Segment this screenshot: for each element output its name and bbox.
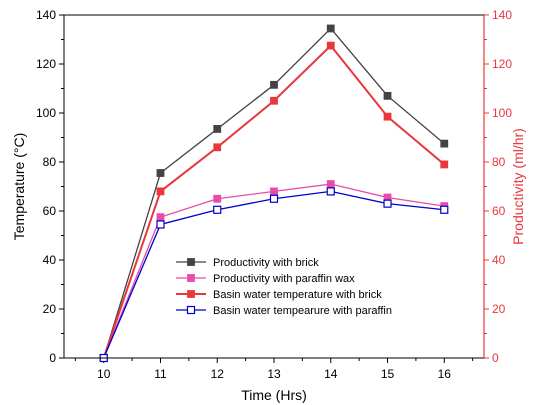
x-axis-title: Time (Hrs): [241, 387, 307, 403]
y-right-tick-label: 0: [492, 351, 499, 365]
x-tick-label: 10: [97, 367, 111, 381]
data-point-series-4: [213, 205, 222, 214]
data-point-series-2: [156, 213, 165, 222]
data-point-series-4: [440, 205, 449, 214]
data-point-series-1: [213, 125, 222, 133]
y-left-tick-label: 120: [36, 57, 56, 71]
series-layer: [99, 24, 449, 363]
data-point-series-2: [213, 194, 222, 203]
legend-marker: [187, 258, 195, 266]
x-tick-label: 11: [154, 367, 167, 381]
y-axis-right-title: Productivity (ml/hr): [510, 128, 526, 245]
data-point-series-1: [156, 169, 165, 177]
legend-label: Basin water tempearure with paraffin: [213, 305, 392, 317]
data-point-series-1: [440, 139, 449, 148]
y-right-tick-label: 140: [492, 8, 512, 22]
data-point-series-3: [270, 96, 278, 105]
data-point-series-1: [383, 91, 392, 100]
x-tick-label: 12: [211, 367, 225, 381]
y-axis-left-title: Temperature (°C): [11, 133, 27, 241]
x-tick-label: 15: [381, 367, 395, 381]
y-left-tick-label: 140: [36, 8, 56, 22]
y-left-tick-label: 0: [49, 351, 56, 365]
y-right-tick-label: 100: [492, 106, 512, 120]
data-point-series-3: [156, 187, 165, 196]
legend-marker: [186, 305, 196, 315]
legend-label: Productivity with brick: [213, 257, 319, 269]
y-left-tick-label: 20: [43, 302, 57, 316]
data-point-series-4: [383, 199, 392, 208]
data-point-series-4: [326, 187, 335, 196]
legend-marker: [187, 274, 195, 282]
legend-marker: [187, 290, 195, 298]
data-point-series-1: [270, 80, 278, 89]
ticks-layer: 10 11 12 13 14 15 16 0 20 40 60 80 100 120 140 0 20 40 60 8…: [36, 8, 512, 381]
data-point-series-4: [156, 220, 165, 229]
y-right-tick-label: 60: [492, 204, 506, 218]
y-left-tick-label: 40: [43, 253, 57, 267]
x-tick-label: 16: [438, 367, 452, 381]
legend: Productivity with brick Productivity with…: [176, 257, 392, 317]
x-tick-label: 13: [267, 367, 281, 381]
y-left-tick-label: 100: [36, 106, 56, 120]
data-point-series-3: [213, 143, 222, 152]
data-point-series-1: [326, 24, 335, 33]
legend-label: Productivity with paraffin wax: [213, 273, 355, 285]
data-point-series-3: [440, 160, 449, 169]
y-left-tick-label: 80: [43, 155, 57, 169]
x-tick-label: 14: [324, 367, 338, 381]
y-right-tick-label: 40: [492, 253, 506, 267]
y-left-tick-label: 60: [43, 204, 57, 218]
data-point-series-2: [326, 180, 335, 188]
data-point-series-3: [326, 41, 335, 50]
legend-label: Basin water temperature with brick: [213, 289, 382, 301]
y-right-tick-label: 80: [492, 155, 506, 169]
y-right-tick-label: 20: [492, 302, 506, 316]
data-point-series-2: [270, 187, 278, 196]
y-right-tick-label: 120: [492, 57, 512, 71]
data-point-series-4: [269, 194, 279, 203]
data-point-series-3: [383, 112, 392, 121]
